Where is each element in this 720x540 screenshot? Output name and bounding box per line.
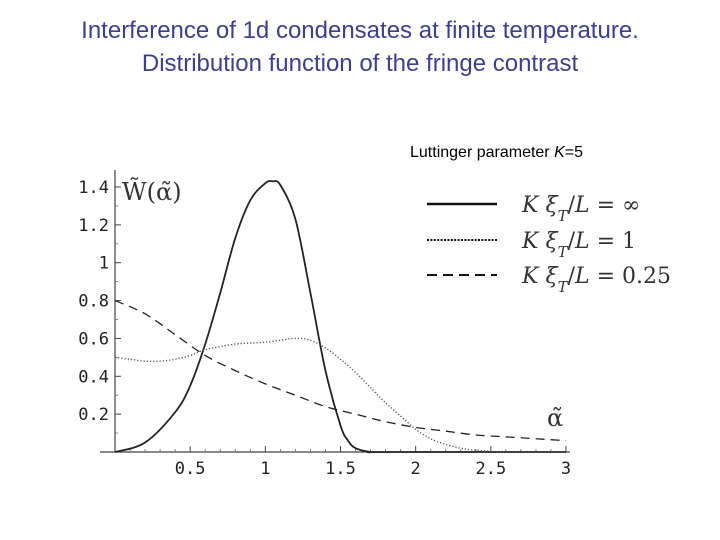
- luttinger-caption: Luttinger parameter K=5: [410, 144, 583, 162]
- legend-text-part: = ∞: [590, 193, 641, 218]
- caption-prefix: Luttinger parameter: [410, 144, 555, 161]
- caption-suffix: =5: [564, 144, 583, 161]
- legend-text-part: = 0.25: [590, 264, 671, 289]
- legend-label-dotted: K ξT/L = 1: [521, 229, 636, 261]
- legend-text-part: /: [568, 229, 576, 254]
- y-tick-label: 1.4: [78, 178, 109, 198]
- legend-text-part: L: [574, 264, 590, 289]
- y-tick-label: 0.8: [78, 292, 109, 312]
- y-tick-label: 0.4: [78, 367, 109, 387]
- legend-text-part: ξ: [545, 264, 559, 289]
- series-layer: [114, 180, 567, 454]
- legend-text-part: ξ: [545, 193, 559, 218]
- x-axis-label: α̃: [547, 404, 563, 432]
- x-tick-label: 1: [260, 459, 270, 479]
- x-tick-label: 1.5: [325, 459, 356, 479]
- legend-text-part: /: [568, 264, 576, 289]
- y-tick-label: 1: [99, 254, 109, 274]
- x-tick-label: 0.5: [175, 459, 206, 479]
- axes: 0.5 1 1.5 2 2.5 3 0.2 0.4 0.6 0.8 1 1.2 1.4: [78, 170, 571, 479]
- title-line-1: Interference of 1d condensates at finite…: [81, 17, 639, 44]
- series-line-dotted: [114, 337, 567, 453]
- legend-text-part: T: [558, 207, 569, 225]
- legend-text-part: /: [568, 193, 576, 218]
- y-tick-label: 0.6: [78, 329, 109, 349]
- legend-text-part: ξ: [545, 229, 559, 254]
- slide-title: Interference of 1d condensates at finite…: [0, 14, 720, 80]
- legend-text-part: = 1: [590, 229, 636, 254]
- caption-param: K: [554, 144, 565, 161]
- y-tick-label: 1.2: [78, 216, 109, 236]
- legend-text-part: K: [521, 193, 545, 218]
- legend-text-part: L: [574, 193, 590, 218]
- legend-text-part: T: [558, 243, 569, 261]
- x-tick-label: 3: [561, 459, 571, 479]
- legend-label-solid: K ξT/L = ∞: [521, 193, 640, 225]
- legend: K ξT/L = ∞K ξT/L = 1K ξT/L = 0.25: [427, 193, 671, 296]
- series-line-solid: [114, 180, 566, 454]
- x-tick-label: 2.5: [475, 459, 506, 479]
- legend-text-part: K: [521, 264, 545, 289]
- x-tick-label: 2: [411, 459, 421, 479]
- y-axis-label: W̃(α̃): [122, 178, 182, 206]
- y-tick-label: 0.2: [78, 405, 109, 425]
- legend-text-part: K: [521, 229, 545, 254]
- title-line-2: Distribution function of the fringe cont…: [141, 50, 579, 77]
- legend-label-dashed: K ξT/L = 0.25: [521, 264, 671, 296]
- legend-text-part: T: [558, 278, 569, 296]
- legend-text-part: L: [574, 229, 590, 254]
- series-line-dashed: [114, 299, 567, 442]
